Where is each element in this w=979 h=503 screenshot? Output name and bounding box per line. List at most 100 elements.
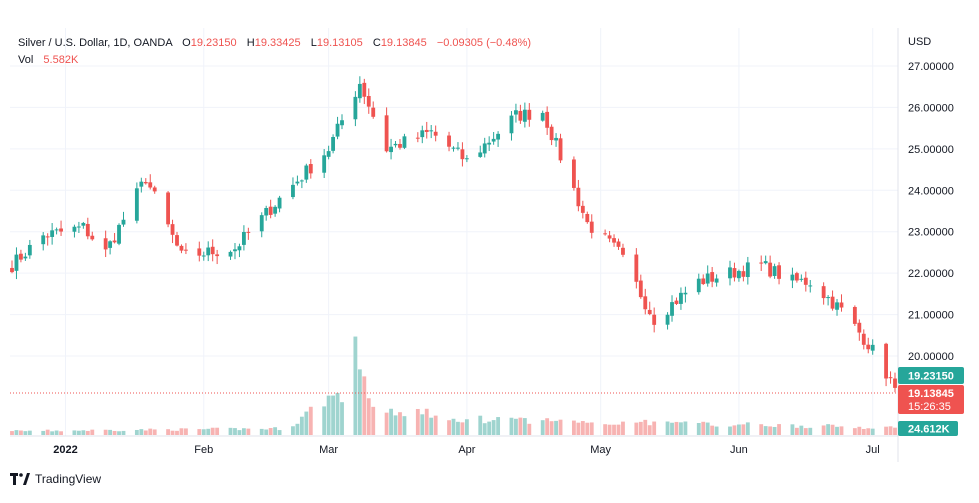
price-axis[interactable]: 27.00000 26.00000 25.00000 24.00000 23.00000… (908, 61, 954, 363)
time-axis[interactable]: 2022 Feb Mar Apr May Jun Jul (53, 444, 879, 456)
high-label: H (246, 37, 255, 49)
volume-bar (870, 428, 875, 435)
candle-body (745, 262, 750, 278)
volume-bar (665, 421, 670, 435)
candle-body (27, 244, 32, 256)
volume-bar (683, 421, 688, 435)
volume-bar (670, 422, 674, 435)
volume-bar (799, 425, 804, 435)
volume-bar (81, 430, 86, 435)
volume-bar (179, 428, 184, 435)
volume-bar (291, 426, 295, 435)
volume-bar (331, 395, 336, 435)
candle-body (509, 115, 514, 134)
candle-body (353, 96, 358, 120)
candle-body (59, 228, 63, 232)
candle-body (206, 247, 211, 256)
candle-body (259, 215, 264, 232)
candle-body (50, 230, 55, 237)
volume-bar (652, 421, 657, 435)
candle-body (835, 302, 839, 310)
y-tick-label: 26.00000 (908, 102, 954, 114)
candle-body (291, 184, 295, 198)
volume-bar (674, 421, 679, 435)
candle-body (518, 110, 523, 121)
volume-bar (710, 425, 715, 435)
candle-body (763, 261, 768, 264)
candle-body (210, 246, 215, 255)
candle-body (10, 267, 14, 273)
candle-body (357, 83, 362, 99)
candle-body (184, 249, 188, 251)
tradingview-logo-icon (10, 473, 30, 485)
volume-bar (540, 420, 545, 435)
candle-body (108, 241, 113, 248)
candle-body (295, 181, 300, 184)
volume-bar (424, 408, 429, 435)
candle-body (861, 333, 866, 345)
candle-body (233, 249, 237, 252)
candle-body (585, 213, 590, 223)
volume-bar (108, 429, 113, 435)
candle-body (299, 180, 304, 182)
volume-bar (518, 417, 523, 435)
candle-body (777, 265, 781, 279)
volume-bar (884, 426, 888, 435)
volume-bar (322, 406, 327, 435)
volume-bar (268, 428, 273, 435)
volume-bar (790, 424, 795, 435)
volume-bar (589, 422, 594, 435)
volume-bar (76, 430, 81, 435)
volume-bar (246, 428, 251, 435)
candle-body (643, 296, 648, 310)
candle-body (451, 147, 456, 149)
candle-body (701, 278, 706, 285)
high-value: 19.33425 (254, 37, 301, 49)
tradingview-brand[interactable]: TradingView (10, 472, 101, 486)
candle-body (308, 164, 313, 174)
volume-bar (259, 428, 264, 435)
candle-body (268, 206, 273, 215)
candle-body (696, 278, 701, 293)
candle-body (634, 254, 639, 282)
volume-bar (496, 417, 501, 435)
volume-bar (340, 402, 344, 435)
candle-body (558, 138, 563, 161)
volume-bar (184, 428, 188, 435)
volume-bar (175, 430, 179, 435)
candle-body (433, 131, 438, 136)
candle-body (304, 165, 309, 180)
volume-bar (585, 422, 590, 435)
volume-bar (152, 429, 157, 435)
candle-body (522, 109, 527, 122)
volume-bar (558, 419, 563, 435)
volume-bar (643, 419, 648, 435)
candle-body (384, 115, 389, 152)
candle-body (679, 292, 683, 304)
x-tick-label: May (590, 444, 611, 456)
volume-bar (808, 427, 813, 435)
volume-bar (304, 411, 309, 435)
volume-bar (482, 423, 487, 435)
volume-bar (571, 420, 576, 435)
candle-body (402, 136, 407, 148)
volume-bars (10, 336, 897, 435)
y-tick-label: 27.00000 (908, 61, 954, 73)
volume-bar (741, 424, 746, 435)
y-tick-label: 20.00000 (908, 351, 954, 363)
candle-body (674, 300, 679, 304)
candle-body (705, 273, 710, 284)
candle-body (366, 96, 371, 107)
volume-bar (398, 412, 402, 435)
volume-bar (821, 425, 826, 435)
y-tick-label: 24.00000 (908, 185, 954, 197)
candle-body (821, 286, 826, 299)
candle-body (143, 182, 148, 184)
candle-body (237, 246, 242, 251)
candle-body (852, 306, 857, 324)
volume-bar (353, 336, 358, 435)
volume-bar (299, 416, 304, 435)
candle-body (866, 344, 871, 350)
